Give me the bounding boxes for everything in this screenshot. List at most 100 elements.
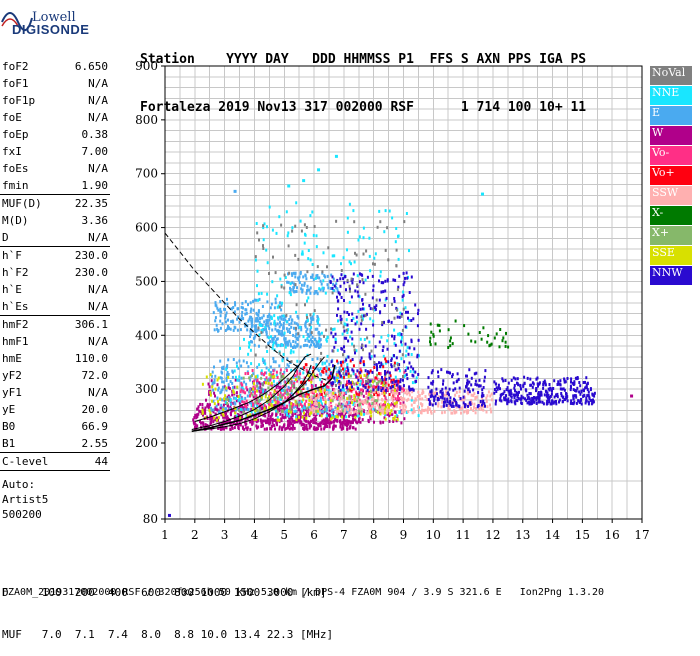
echo-point (208, 403, 211, 407)
echo-point (227, 373, 230, 376)
echo-point (561, 399, 564, 403)
echo-point (271, 346, 274, 350)
echo-point (261, 406, 264, 410)
echo-point (344, 419, 347, 423)
echo-point (461, 406, 464, 410)
echo-point (393, 335, 396, 338)
echo-point (426, 398, 429, 401)
echo-point (586, 394, 589, 398)
echo-point (381, 397, 383, 401)
echo-point (295, 201, 298, 205)
echo-point (348, 300, 351, 304)
echo-point (451, 375, 454, 378)
echo-point (402, 387, 405, 391)
echo-point (318, 336, 321, 340)
echo-point (338, 382, 341, 386)
echo-point (270, 374, 273, 378)
echo-point (250, 362, 253, 366)
echo-point (513, 383, 516, 387)
echo-point (277, 316, 279, 320)
echo-point (360, 346, 363, 350)
echo-point (393, 297, 396, 300)
echo-point (340, 317, 343, 321)
echo-point (271, 383, 274, 387)
echo-point (401, 298, 404, 302)
echo-point (239, 416, 242, 420)
echo-point (583, 393, 586, 397)
x-tick-label: 2 (191, 528, 199, 542)
echo-point (340, 262, 342, 266)
echo-point (467, 402, 470, 406)
echo-point (384, 248, 387, 252)
echo-point (291, 229, 294, 233)
echo-point (265, 366, 268, 370)
echo-point (258, 409, 261, 413)
echo-point (346, 427, 349, 431)
echo-point (340, 369, 342, 373)
echo-point (366, 388, 369, 392)
echo-point (239, 399, 242, 403)
echo-point (384, 407, 387, 411)
echo-point (254, 255, 257, 259)
echo-point (390, 409, 393, 413)
echo-point (354, 289, 357, 293)
echo-point (343, 360, 346, 364)
echo-point (304, 303, 306, 307)
echo-point (291, 418, 294, 421)
echo-point (580, 389, 583, 393)
echo-point (408, 346, 411, 350)
echo-point (254, 319, 257, 323)
echo-point (287, 231, 290, 235)
echo-point (294, 283, 297, 287)
echo-point (226, 404, 229, 408)
echo-point (389, 374, 392, 378)
echo-point (590, 399, 593, 403)
echo-point (270, 335, 272, 339)
echo-point (431, 369, 434, 373)
echo-point (393, 337, 396, 341)
echo-point (227, 418, 230, 422)
echo-point (339, 410, 342, 414)
echo-point (273, 319, 276, 323)
echo-point (256, 284, 258, 288)
echo-point (373, 362, 376, 366)
echo-point (269, 322, 272, 326)
echo-point (243, 337, 245, 341)
echo-point (376, 393, 379, 397)
echo-point (242, 359, 245, 363)
echo-point (256, 403, 258, 407)
echo-point (307, 249, 310, 252)
echo-point (227, 318, 229, 322)
echo-point (306, 427, 309, 431)
echo-point (395, 404, 398, 408)
echo-point (347, 328, 350, 332)
echo-point (213, 378, 216, 382)
x-tick-label: 3 (221, 528, 229, 542)
echo-point (226, 297, 228, 301)
echo-point (262, 327, 265, 331)
echo-point (340, 402, 343, 406)
echo-point (225, 366, 228, 370)
echo-point (303, 344, 305, 348)
echo-point (369, 317, 372, 321)
echo-point (291, 318, 294, 322)
echo-point (383, 230, 386, 234)
echo-point (320, 399, 322, 403)
echo-point (324, 400, 327, 404)
echo-point (301, 366, 304, 370)
echo-point (282, 393, 285, 397)
echo-point (391, 334, 393, 338)
echo-point (255, 394, 258, 398)
echo-point (219, 326, 222, 330)
echo-point (192, 418, 195, 422)
echo-point (267, 386, 270, 390)
echo-point (267, 368, 270, 372)
echo-point (275, 418, 278, 422)
echo-point (265, 381, 267, 385)
echo-point (295, 310, 298, 314)
echo-point (319, 345, 322, 349)
echo-point (281, 375, 284, 379)
echo-point (391, 385, 394, 389)
echo-point (354, 418, 357, 422)
echo-point (279, 385, 282, 389)
